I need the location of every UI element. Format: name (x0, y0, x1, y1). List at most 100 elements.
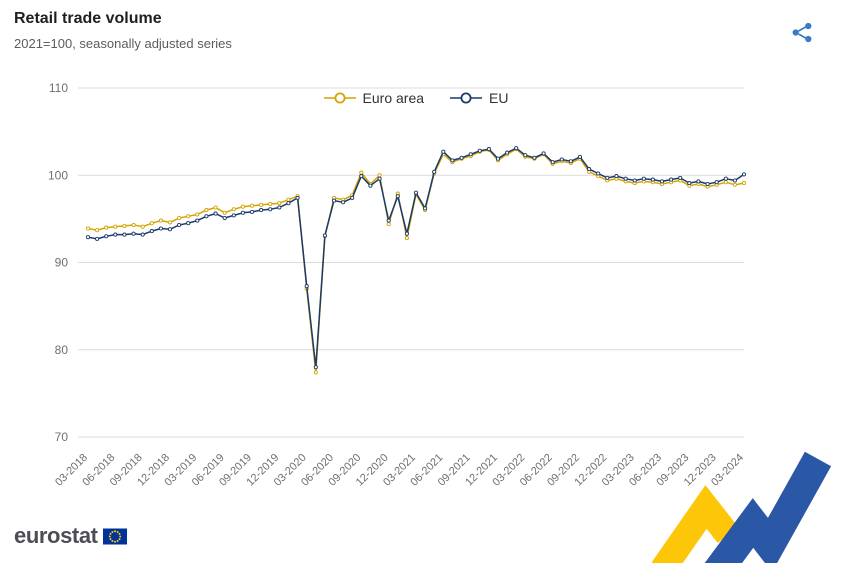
data-point-marker (559, 157, 564, 162)
data-point-marker (131, 222, 136, 228)
data-point-marker (213, 205, 218, 210)
data-point-marker (149, 229, 154, 234)
data-point-marker (377, 176, 382, 181)
data-point-marker (295, 195, 300, 200)
data-point-marker (523, 153, 528, 158)
data-point-marker (386, 222, 391, 227)
data-point-marker (113, 224, 118, 229)
data-point-marker (359, 170, 364, 175)
data-point-marker (541, 151, 546, 156)
data-point-marker (104, 225, 109, 230)
data-point-marker (596, 171, 601, 176)
data-point-marker (186, 221, 191, 226)
data-point-marker (550, 160, 555, 165)
data-point-marker (605, 175, 610, 180)
legend-item-eu[interactable]: EU (450, 90, 508, 106)
decorative-ribbon (652, 451, 832, 563)
data-point-marker (614, 174, 619, 179)
legend-label: Euro area (362, 90, 425, 106)
data-point-marker (259, 202, 264, 207)
y-axis-label: 90 (55, 256, 69, 270)
series-line-euro-area (87, 148, 745, 374)
legend-item-euro-area[interactable]: Euro area (323, 90, 425, 106)
data-point-marker (222, 210, 227, 215)
data-point-marker (113, 232, 118, 237)
data-point-marker (577, 154, 583, 159)
line-chart: 70809010011003-201806-201809-201812-2018… (48, 81, 747, 489)
data-point-marker (167, 227, 173, 232)
data-point-marker (423, 206, 428, 211)
data-point-marker (140, 224, 145, 229)
chart-legend: Euro area EU (0, 90, 832, 106)
data-point-marker (741, 172, 747, 177)
data-point-marker (632, 178, 637, 183)
data-point-marker (368, 183, 373, 188)
data-point-marker (104, 234, 109, 239)
data-point-marker (131, 231, 136, 236)
data-point-marker (669, 177, 674, 182)
data-point-marker (286, 201, 291, 206)
legend-marker-icon (450, 92, 483, 104)
data-point-marker (122, 223, 127, 228)
data-point-marker (122, 232, 127, 237)
data-point-marker (158, 218, 163, 223)
data-point-marker (341, 200, 346, 205)
page-title: Retail trade volume (14, 10, 162, 27)
y-axis-label: 100 (48, 168, 68, 182)
data-point-marker (231, 213, 236, 218)
data-point-marker (95, 236, 100, 241)
y-axis-label: 110 (49, 81, 68, 95)
data-point-marker (249, 209, 255, 214)
data-point-marker (432, 169, 437, 174)
data-point-marker (741, 181, 747, 186)
data-point-marker (167, 220, 173, 225)
data-point-marker (331, 198, 337, 203)
data-point-marker (623, 176, 628, 181)
data-point-marker (195, 212, 200, 217)
data-point-marker (204, 214, 209, 219)
data-point-marker (705, 181, 710, 187)
data-point-marker (85, 235, 91, 240)
data-point-marker (413, 190, 419, 195)
data-point-marker (286, 197, 291, 202)
y-axis-label: 80 (55, 343, 69, 357)
data-point-marker (350, 195, 355, 200)
data-point-marker (222, 215, 227, 221)
data-point-marker (313, 370, 318, 375)
data-point-marker (477, 148, 482, 153)
data-point-marker (687, 181, 692, 186)
data-point-marker (313, 365, 318, 370)
data-point-marker (641, 176, 646, 181)
data-point-marker (231, 207, 236, 212)
data-point-marker (149, 221, 154, 226)
data-point-marker (696, 179, 701, 184)
data-point-marker (177, 215, 182, 221)
data-point-marker (459, 155, 464, 160)
data-point-marker (204, 208, 209, 213)
data-point-marker (95, 228, 100, 233)
data-point-marker (659, 179, 665, 184)
data-point-marker (186, 214, 191, 219)
eurostat-logo: eurostat (14, 523, 127, 549)
data-point-marker (732, 178, 737, 183)
data-point-marker (177, 222, 182, 228)
data-point-marker (322, 233, 327, 238)
data-point-marker (277, 205, 282, 210)
data-point-marker (268, 207, 273, 212)
data-point-marker (732, 182, 737, 187)
data-point-marker (650, 177, 655, 182)
data-point-marker (386, 218, 391, 223)
data-point-marker (240, 210, 245, 215)
data-point-marker (532, 155, 537, 160)
data-point-marker (587, 167, 592, 172)
data-point-marker (678, 175, 683, 180)
data-point-marker (723, 176, 728, 181)
data-point-marker (486, 147, 491, 152)
data-point-marker (158, 226, 163, 231)
data-point-marker (213, 211, 218, 216)
data-point-marker (441, 149, 446, 154)
page-subtitle: 2021=100, seasonally adjusted series (14, 36, 232, 51)
legend-marker-icon (323, 92, 356, 104)
data-point-marker (377, 173, 382, 178)
share-button[interactable] (790, 22, 814, 46)
